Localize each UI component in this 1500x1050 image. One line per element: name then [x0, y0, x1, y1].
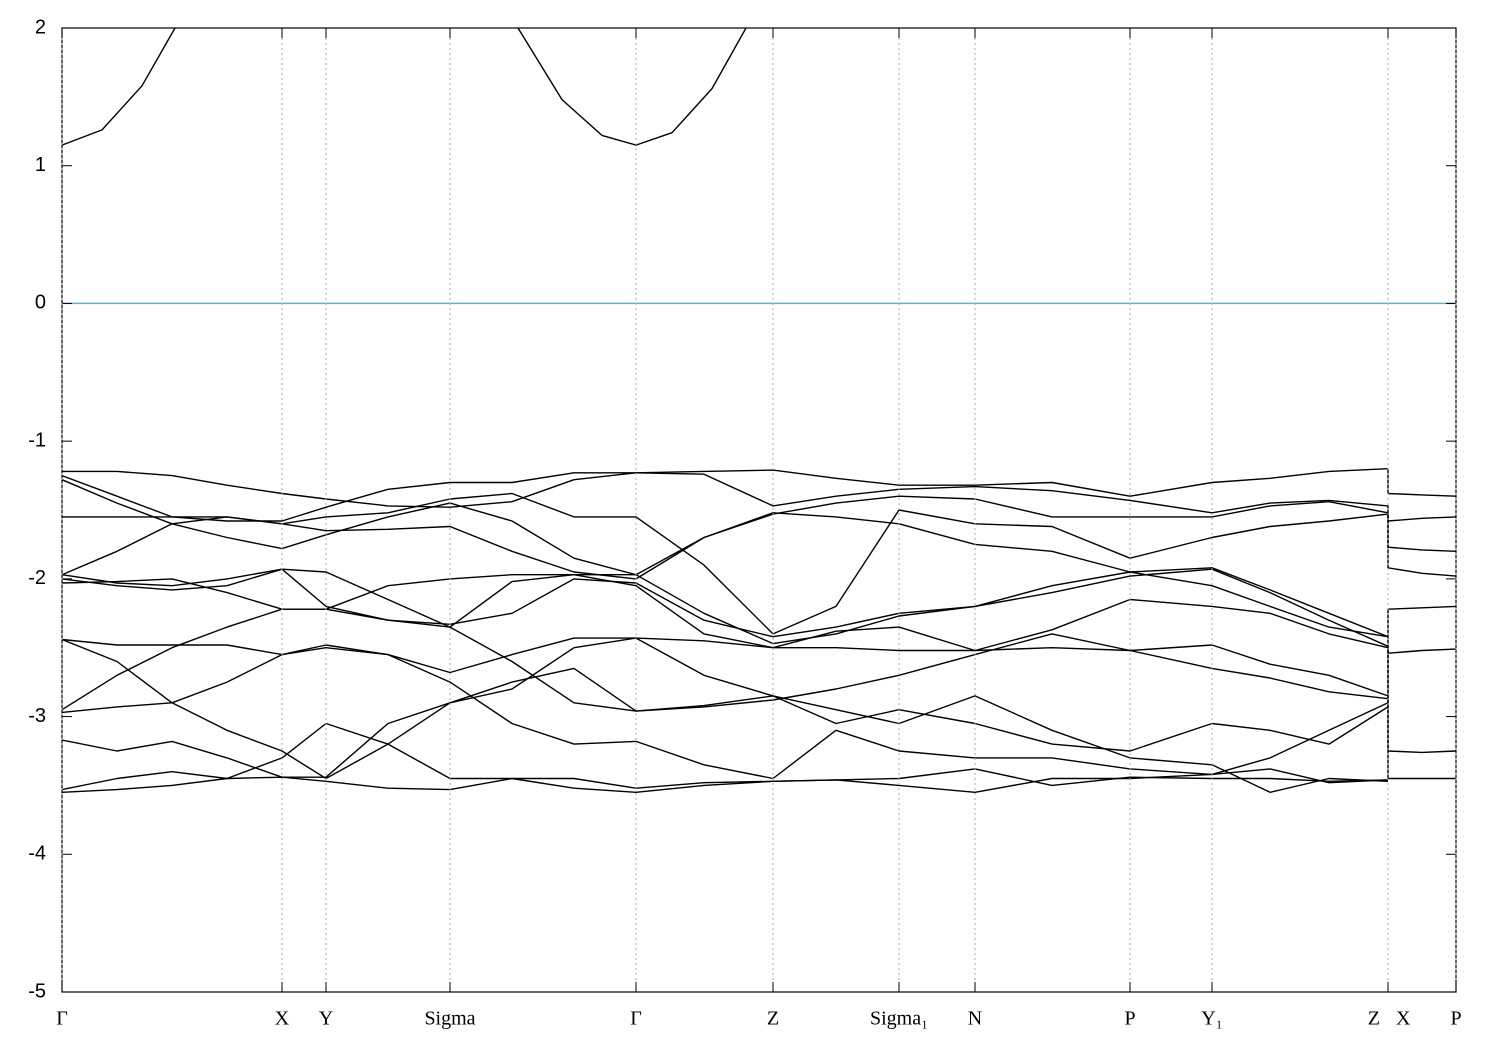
x-tick-label: Z — [1368, 1008, 1380, 1030]
x-tick-label: Sigma₁ — [870, 1008, 928, 1030]
y-tick-label: 1 — [35, 154, 46, 176]
band-line — [62, 637, 1389, 697]
x-tick-label: Y — [319, 1008, 333, 1030]
y-tick-label: -4 — [28, 843, 46, 865]
x-tick-label: X — [1396, 1008, 1411, 1030]
band-line — [62, 28, 747, 146]
x-tick-label: Sigma — [424, 1008, 475, 1030]
y-tick-label: -1 — [28, 429, 46, 451]
x-tick-label: Y₁ — [1201, 1008, 1222, 1030]
x-tick-label: P — [1124, 1008, 1135, 1030]
y-tick-label: -5 — [28, 980, 46, 1002]
x-tick-label: N — [968, 1008, 982, 1030]
band-line — [62, 472, 1456, 522]
y-tick-label: -3 — [28, 705, 46, 727]
x-tick-label: X — [275, 1008, 290, 1030]
band-line — [62, 768, 1389, 793]
y-tick-label: 2 — [35, 16, 46, 38]
x-tick-label: P — [1450, 1008, 1461, 1030]
band-line — [62, 608, 1389, 752]
x-tick-label: Γ — [630, 1008, 642, 1030]
y-tick-label: -2 — [28, 567, 46, 589]
x-tick-label: Z — [767, 1008, 779, 1030]
band-line — [62, 722, 1389, 793]
band-line — [62, 644, 1389, 780]
x-tick-label: Γ — [56, 1008, 68, 1030]
y-tick-label: 0 — [35, 292, 46, 314]
